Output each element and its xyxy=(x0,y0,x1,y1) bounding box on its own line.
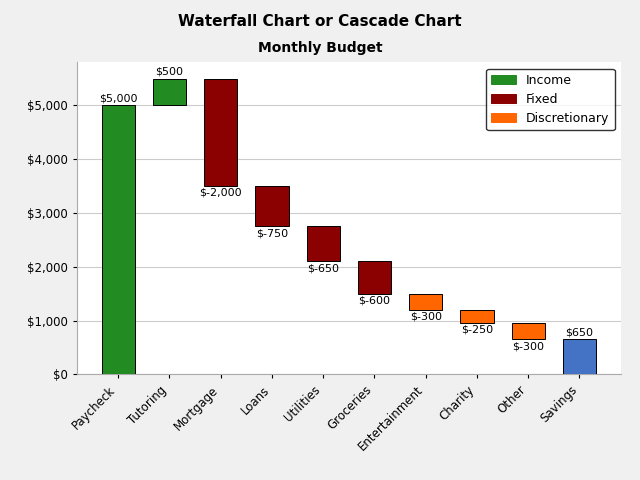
Bar xyxy=(307,227,340,262)
Text: $-300: $-300 xyxy=(512,341,544,351)
Text: $500: $500 xyxy=(156,67,184,77)
Bar xyxy=(563,339,596,374)
Text: $-250: $-250 xyxy=(461,325,493,335)
Text: Waterfall Chart or Cascade Chart: Waterfall Chart or Cascade Chart xyxy=(178,14,462,29)
Text: $-600: $-600 xyxy=(358,295,390,305)
Text: Monthly Budget: Monthly Budget xyxy=(258,41,382,55)
Text: $5,000: $5,000 xyxy=(99,94,138,104)
Bar xyxy=(255,186,289,227)
Legend: Income, Fixed, Discretionary: Income, Fixed, Discretionary xyxy=(486,69,614,130)
Bar xyxy=(153,79,186,106)
Text: $-2,000: $-2,000 xyxy=(200,188,242,198)
Bar xyxy=(358,262,391,294)
Bar xyxy=(460,310,493,324)
Text: $650: $650 xyxy=(565,328,593,338)
Bar xyxy=(409,294,442,310)
Bar xyxy=(511,324,545,339)
Text: $-650: $-650 xyxy=(307,263,339,273)
Text: $-300: $-300 xyxy=(410,312,442,322)
Text: $-750: $-750 xyxy=(256,228,288,238)
Bar xyxy=(204,79,237,186)
Bar xyxy=(102,106,135,374)
